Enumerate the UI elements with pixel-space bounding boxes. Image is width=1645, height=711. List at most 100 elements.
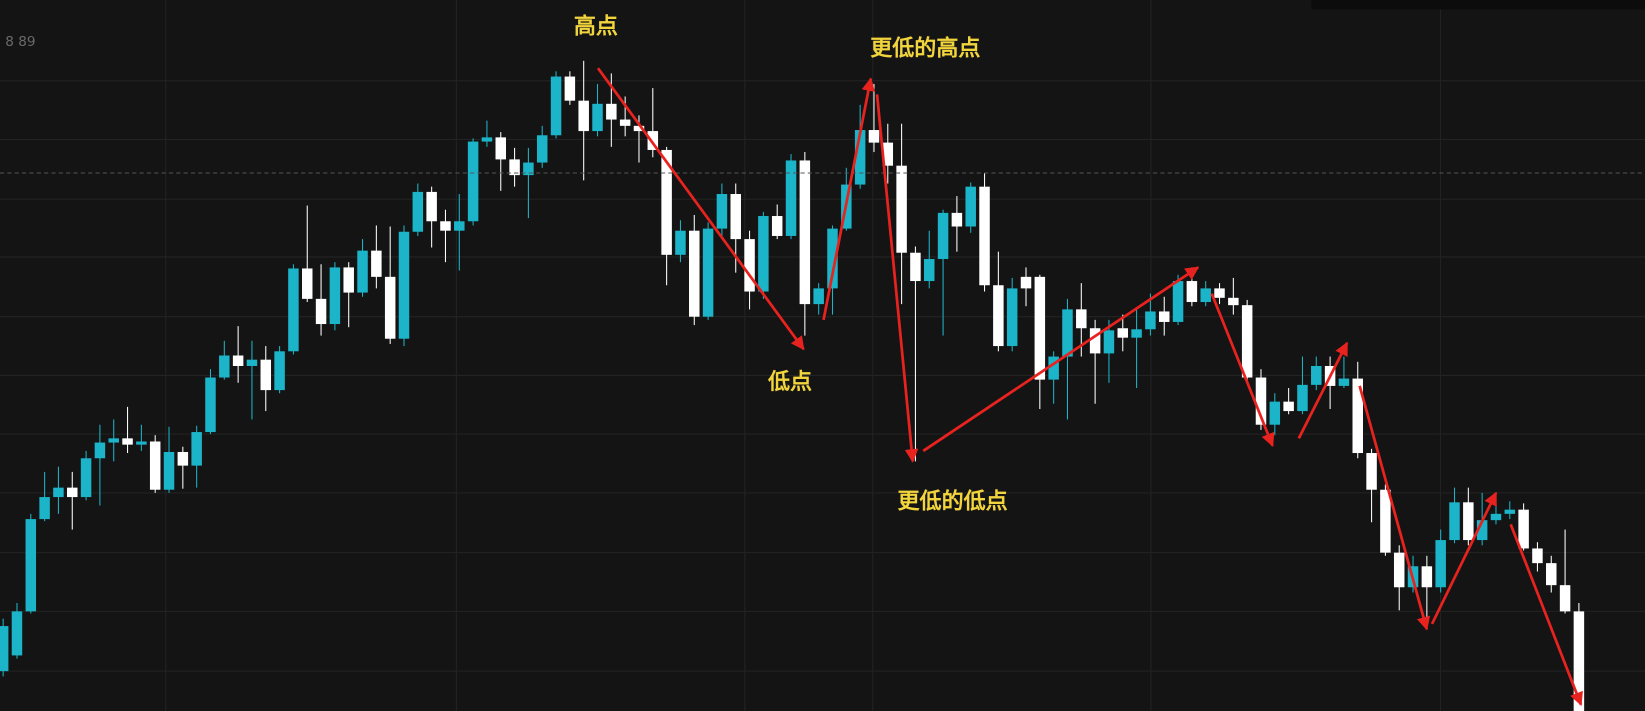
- candle-body: [1172, 281, 1184, 322]
- candle-body: [246, 359, 258, 366]
- candle-body: [232, 355, 244, 366]
- candle-body: [412, 191, 424, 232]
- candle-body: [454, 221, 465, 231]
- candle-body: [371, 250, 382, 277]
- annotation: 更低的高点: [870, 35, 980, 61]
- arrow: [822, 77, 876, 321]
- candle-body: [467, 141, 479, 222]
- candle-body: [758, 216, 769, 292]
- candle-body: [440, 221, 451, 231]
- candle-body: [1338, 378, 1350, 386]
- candle-body: [910, 252, 921, 282]
- candle-body: [1241, 305, 1253, 378]
- candle-body: [398, 231, 410, 339]
- candle-body: [993, 285, 1004, 347]
- candle-body: [578, 100, 589, 132]
- candle-body: [343, 267, 354, 293]
- arrow: [1210, 293, 1275, 447]
- candle-body: [1366, 453, 1377, 490]
- candle-body: [716, 194, 728, 229]
- candle-body: [1380, 489, 1391, 553]
- candle-body: [11, 611, 23, 656]
- candle-body: [1158, 311, 1170, 322]
- candle-body: [647, 131, 659, 150]
- candle-body: [481, 137, 493, 142]
- candle-body: [509, 159, 520, 176]
- candle-body: [1518, 509, 1529, 549]
- candle-body: [136, 441, 147, 445]
- arrow: [1430, 491, 1498, 625]
- candle-body: [1449, 502, 1460, 541]
- candle-body: [1255, 377, 1267, 425]
- candle-body: [1573, 611, 1585, 711]
- candle-body: [1297, 384, 1308, 412]
- candle-body: [1435, 540, 1446, 588]
- candle-body: [813, 288, 824, 305]
- candle-body: [94, 442, 106, 459]
- annotation: 更低的低点: [898, 488, 1008, 514]
- candle-body: [205, 377, 216, 433]
- corner-label: 8 89: [5, 34, 35, 50]
- candle-body: [1200, 288, 1211, 303]
- candle-body: [1089, 328, 1101, 354]
- candle-body: [67, 487, 78, 498]
- candle-body: [260, 359, 272, 391]
- candle-body: [592, 103, 603, 132]
- candle-body: [274, 351, 285, 391]
- candle-body: [384, 276, 396, 339]
- candle-body: [1006, 288, 1018, 347]
- candle-body: [329, 267, 341, 325]
- annotation: 高点: [574, 13, 618, 39]
- candle-body: [1145, 311, 1156, 330]
- arrow: [1297, 341, 1349, 439]
- candle-body: [1228, 297, 1239, 306]
- candle-body: [1103, 330, 1115, 354]
- candle-body: [315, 298, 327, 325]
- candle-body: [1076, 309, 1087, 329]
- candle-body: [1283, 401, 1294, 412]
- candle-body: [979, 186, 990, 286]
- candle-body: [191, 432, 202, 466]
- arrow: [596, 67, 805, 351]
- candle-body: [1117, 328, 1129, 338]
- candle-body: [1034, 276, 1046, 380]
- candle-body: [785, 160, 797, 236]
- candle-body: [1269, 401, 1281, 425]
- arrow: [875, 94, 919, 463]
- candle-body: [1546, 563, 1557, 586]
- arrow: [1358, 385, 1431, 631]
- candle-body: [633, 125, 645, 132]
- candle-body: [1352, 378, 1363, 454]
- candle-body: [799, 160, 811, 305]
- candle-body: [1490, 513, 1502, 521]
- candle-body: [301, 268, 313, 299]
- candle-body: [53, 487, 64, 498]
- candle-body: [924, 259, 935, 282]
- candle-body: [1559, 585, 1571, 612]
- candle-body: [896, 165, 907, 253]
- candle-body: [827, 228, 838, 289]
- candle-body: [163, 451, 175, 490]
- swing-arrows: [596, 67, 1583, 706]
- candle-body: [1214, 288, 1225, 298]
- candle-body: [882, 142, 894, 166]
- candle-body: [564, 76, 576, 101]
- candle-body: [661, 149, 672, 255]
- candle-body: [122, 438, 133, 445]
- candle-body: [1476, 520, 1488, 541]
- candle-body: [80, 458, 92, 498]
- candle-body: [288, 268, 299, 352]
- candle-body: [771, 216, 783, 236]
- candle-body: [495, 137, 507, 160]
- candle-body: [1020, 276, 1032, 289]
- candle-body: [689, 230, 700, 317]
- candle-body: [177, 451, 189, 466]
- candle-body: [536, 135, 548, 163]
- candle-body: [108, 438, 119, 443]
- candle-body: [1421, 566, 1433, 588]
- top-panel: [1311, 0, 1645, 10]
- candle-body: [1048, 356, 1059, 380]
